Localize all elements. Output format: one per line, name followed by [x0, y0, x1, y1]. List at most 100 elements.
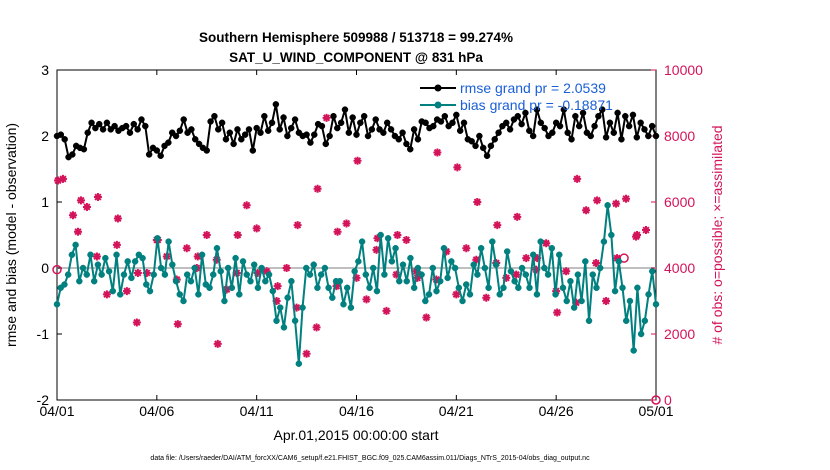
bias-point [288, 277, 295, 285]
rmse-point [322, 140, 330, 148]
rmse-point [575, 122, 583, 130]
bias-point [79, 264, 87, 272]
bias-point [329, 294, 336, 301]
rmse-point [399, 129, 406, 136]
obs-assimilated-point-glyph [213, 339, 222, 348]
rmse-point [395, 136, 402, 143]
bias-point [64, 271, 72, 278]
rmse-point [495, 129, 502, 136]
rmse-point [138, 116, 145, 123]
obs-assimilated-point [462, 244, 471, 253]
rmse-point [453, 111, 460, 119]
obs-assimilated-point-glyph [433, 148, 442, 157]
obs-assimilated-point [173, 320, 182, 329]
bias-point [500, 284, 507, 292]
bias-point [384, 235, 392, 242]
obs-assimilated-point-glyph [632, 232, 641, 241]
legend-label: bias grand pr = -0.18871 [460, 97, 613, 113]
rmse-point [533, 106, 541, 113]
rmse-point [157, 152, 164, 160]
bias-point [76, 277, 83, 285]
obs-assimilated-point [582, 206, 591, 215]
obs-assimilated-point [362, 295, 371, 304]
rmse-point [387, 126, 395, 133]
obs-assimilated-point [502, 273, 511, 282]
obs-assimilated-point [292, 303, 301, 312]
bias-point [410, 284, 418, 292]
bias-point [455, 284, 463, 292]
bias-point [474, 271, 481, 278]
obs-assimilated-point-glyph [142, 268, 151, 277]
rmse-point [145, 151, 153, 158]
obs-assimilated-point-glyph [82, 202, 91, 211]
legend-marker [434, 84, 442, 92]
bias-point [150, 271, 157, 278]
rmse-point [353, 131, 360, 138]
bias-point [280, 324, 288, 331]
obs-assimilated-point [372, 245, 381, 254]
bias-point [589, 271, 597, 278]
obs-assimilated-point [482, 293, 491, 302]
rmse-point [587, 132, 594, 140]
rmse-point [238, 136, 245, 143]
bias-point [191, 264, 198, 272]
obs-assimilated-point-glyph [553, 308, 562, 317]
bias-point [477, 244, 485, 252]
obs-assimilated-point-glyph [392, 270, 401, 279]
bias-point [187, 277, 195, 285]
bias-point [53, 301, 61, 308]
bias-point [131, 258, 139, 265]
bias-point [355, 258, 362, 265]
bias-point [511, 277, 518, 285]
obs-assimilated-point-glyph [582, 206, 591, 215]
bias-point [340, 301, 347, 308]
bias-point [157, 264, 165, 272]
bias-point [295, 360, 303, 367]
rmse-point [326, 132, 333, 140]
obs-assimilated-point [202, 231, 211, 239]
bias-point [608, 231, 615, 239]
bias-point [470, 261, 477, 268]
obs-assimilated-point [432, 275, 441, 284]
obs-assimilated-point [422, 313, 431, 322]
bias-point [518, 264, 526, 272]
bias-point [451, 264, 459, 272]
obs-assimilated-point [353, 156, 362, 165]
obs-assimilated-point-glyph [572, 298, 581, 307]
obs-assimilated-point-glyph [53, 176, 62, 185]
rmse-point [57, 131, 65, 138]
rmse-point [203, 147, 210, 154]
obs-assimilated-point [553, 308, 562, 317]
obs-assimilated-point [193, 252, 202, 261]
rmse-point [403, 140, 410, 148]
obs-assimilated-point-glyph [442, 247, 451, 256]
rmse-point [526, 127, 533, 134]
bias-point [533, 291, 541, 298]
rmse-point [334, 124, 341, 132]
rmse-point [318, 122, 326, 130]
rmse-point [280, 114, 287, 121]
bias-point [578, 297, 585, 305]
rmse-point [303, 131, 310, 138]
bias-point [556, 251, 563, 259]
y-tick-label-left: -1 [37, 326, 50, 342]
bias-point [321, 264, 329, 272]
x-tick-label: 04/01 [39, 403, 74, 419]
bias-point [250, 261, 258, 268]
y-tick-label-right: 6000 [664, 194, 695, 210]
bias-point [448, 258, 455, 265]
bias-point [459, 297, 466, 305]
bias-point [180, 297, 187, 305]
bias-point [273, 317, 280, 325]
obs-assimilated-point [113, 214, 122, 223]
rmse-point [441, 112, 449, 120]
bias-point [120, 271, 128, 278]
bias-point [284, 294, 291, 301]
bias-point [570, 304, 578, 311]
rmse-point [479, 144, 487, 152]
obs-assimilated-point-glyph [322, 113, 331, 122]
rmse-point [268, 119, 276, 127]
bias-point [176, 291, 184, 298]
x-tick-label: 04/26 [539, 403, 574, 419]
bias-point [366, 284, 373, 292]
